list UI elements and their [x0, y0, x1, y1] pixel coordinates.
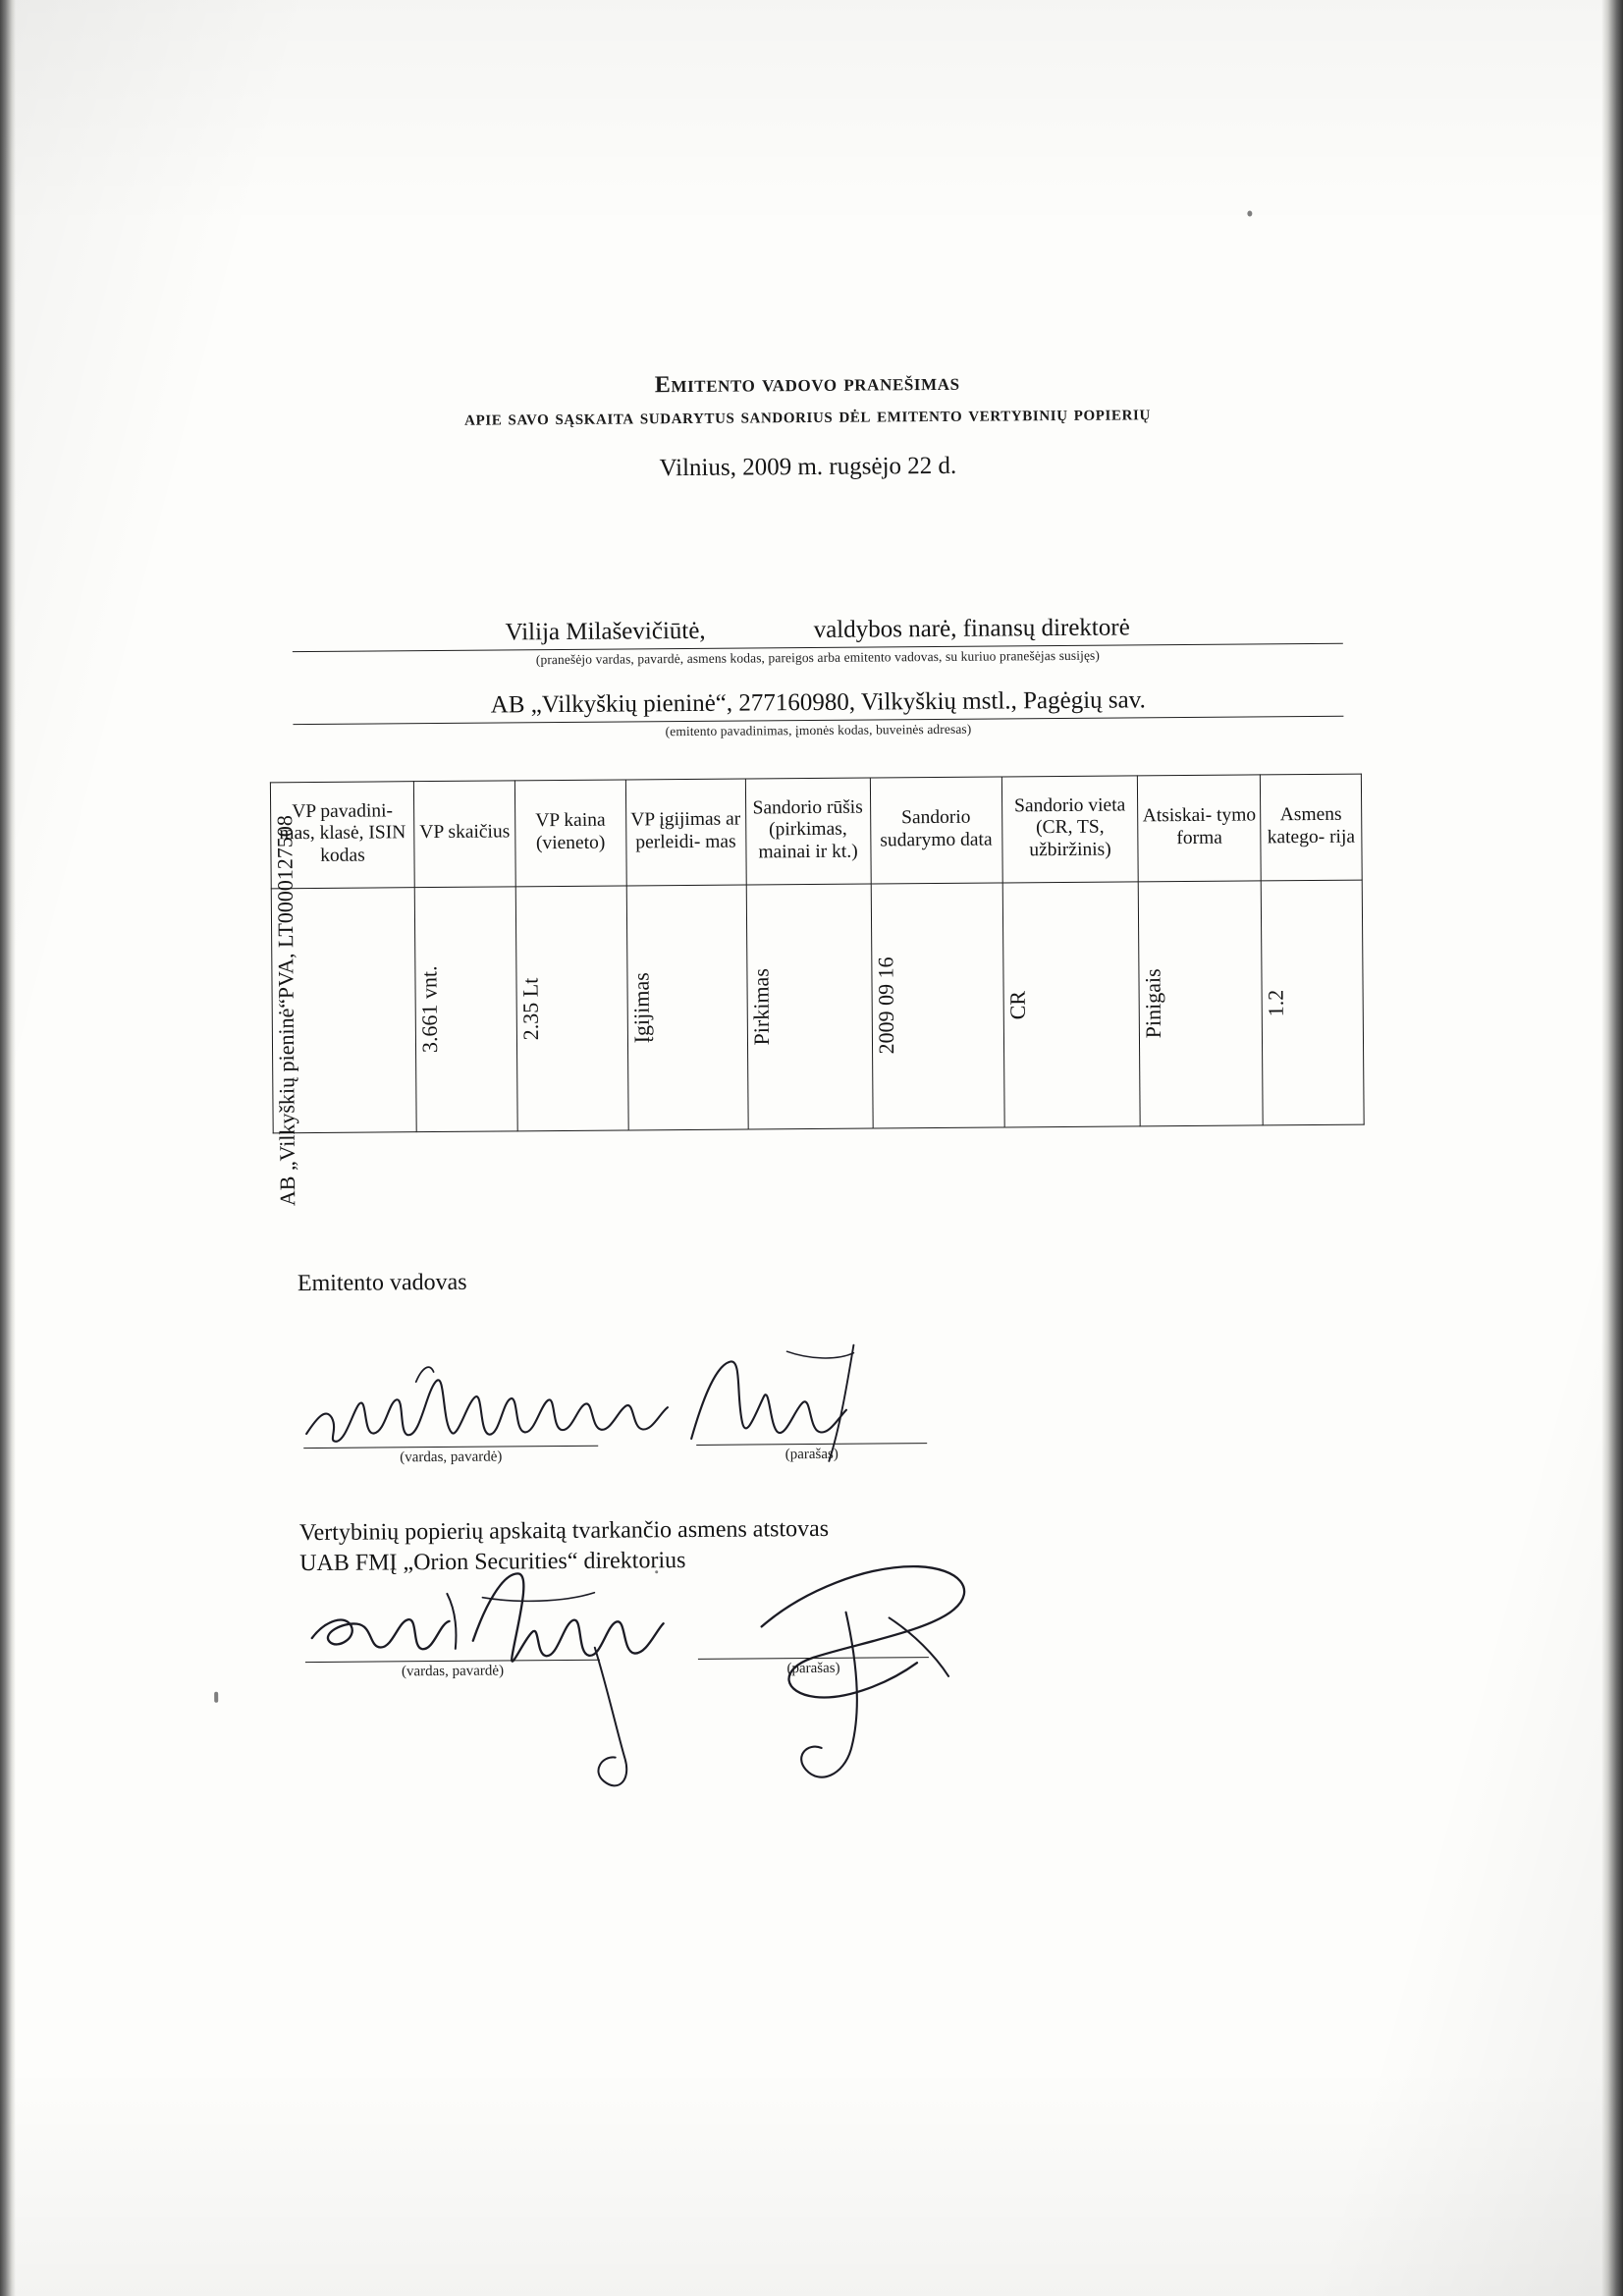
vp-skaicius-value: 3.661 vnt. — [416, 965, 443, 1054]
sandorio-vieta-value: CR — [1004, 990, 1030, 1020]
cell-vp-kaina: 2.35 Lt — [515, 885, 628, 1131]
table-row: AB „Vilkyškių pieninė“ PVA, LT0000127508… — [271, 815, 1365, 1207]
vp-kaina-value: 2.35 Lt — [517, 977, 543, 1041]
scan-edge-right — [1601, 0, 1623, 2296]
cell-vp-pavadinimas: AB „Vilkyškių pieninė“ PVA, LT0000127508 — [271, 815, 417, 1207]
place-and-date: Vilnius, 2009 m. rugsėjo 22 d. — [659, 452, 957, 482]
th-asmens-kategorija: Asmens katego- rija — [1260, 774, 1363, 881]
issuer-name-caption: (vardas, pavardė) — [400, 1449, 503, 1466]
cell-sandorio-vieta: CR — [1001, 881, 1141, 1127]
igijimas-value: Įgijimas — [627, 972, 654, 1044]
sandorio-rusis-value: Pirkimas — [748, 968, 774, 1046]
issuer-head-label: Emitento vadovas — [297, 1269, 467, 1297]
broker-name-caption: (vardas, pavardė) — [401, 1663, 505, 1680]
table-header-row: VP pavadini- mas, klasė, ISIN kodas VP s… — [270, 774, 1363, 889]
scan-speck — [1247, 210, 1253, 217]
vp-pavadinimas-line1: AB „Vilkyškių pieninė“ — [273, 998, 300, 1207]
broker-sign-slot: (parašas) — [697, 1657, 929, 1678]
issuer-sign-slot: (parašas) — [696, 1443, 928, 1464]
scan-speck — [655, 1570, 659, 1574]
reporter-position: valdybos narė, finansų direktorė — [813, 614, 1130, 643]
scan-speck — [214, 1691, 219, 1703]
reporter-name: Vilija Milaševičiūtė, — [505, 617, 706, 646]
cell-asmens-kategorija: 1.2 — [1261, 880, 1365, 1125]
th-vp-skaicius: VP skaičius — [413, 780, 516, 888]
asmens-kategorija-value: 1.2 — [1263, 989, 1288, 1017]
th-vp-kaina: VP kaina (vieneto) — [514, 779, 626, 887]
atsiskaitymo-forma-value: Pinigais — [1140, 968, 1166, 1039]
reporter-field: Vilija Milaševičiūtė, valdybos narė, fin… — [292, 613, 1343, 670]
broker-name-slot: (vardas, pavardė) — [304, 1659, 600, 1681]
th-sandorio-rusis: Sandorio rūšis (pirkimas, mainai ir kt.) — [745, 778, 871, 886]
scan-edge-left — [0, 0, 16, 2296]
transactions-table-wrapper: VP pavadini- mas, klasė, ISIN kodas VP s… — [270, 774, 1365, 1207]
th-sandorio-data: Sandorio sudarymo data — [869, 776, 1002, 885]
broker-sign-caption: (parašas) — [786, 1660, 840, 1677]
th-atsiskaitymo-forma: Atsiskai- tymo forma — [1137, 774, 1262, 882]
th-sandorio-vieta: Sandorio vieta (CR, TS, užbiržinis) — [1001, 775, 1139, 883]
cell-atsiskaitymo-forma: Pinigais — [1138, 880, 1264, 1126]
issuer-field: AB „Vilkyškių pieninė“, 277160980, Vilky… — [293, 685, 1344, 742]
cell-sandorio-rusis: Pirkimas — [745, 884, 873, 1130]
issuer-sign-caption: (parašas) — [784, 1446, 839, 1463]
issuer-name-slot: (vardas, pavardė) — [303, 1445, 599, 1467]
vp-pavadinimas-line2: PVA, LT0000127508 — [272, 814, 298, 1000]
sandorio-data-value: 2009 09 16 — [872, 957, 898, 1056]
cell-sandorio-data: 2009 09 16 — [870, 882, 1004, 1129]
transactions-table: VP pavadini- mas, klasė, ISIN kodas VP s… — [270, 774, 1365, 1207]
th-igijimas: VP įgijimas ar perleidi- mas — [624, 779, 746, 886]
vp-pavadinimas-vertical: AB „Vilkyškių pieninė“ PVA, LT0000127508 — [272, 815, 302, 1207]
cell-igijimas-ar-perleidimas: Įgijimas — [625, 885, 748, 1130]
broker-representative-label: Vertybinių popierių apskaitą tvarkančio … — [298, 1515, 830, 1576]
cell-vp-skaicius: 3.661 vnt. — [414, 886, 518, 1132]
